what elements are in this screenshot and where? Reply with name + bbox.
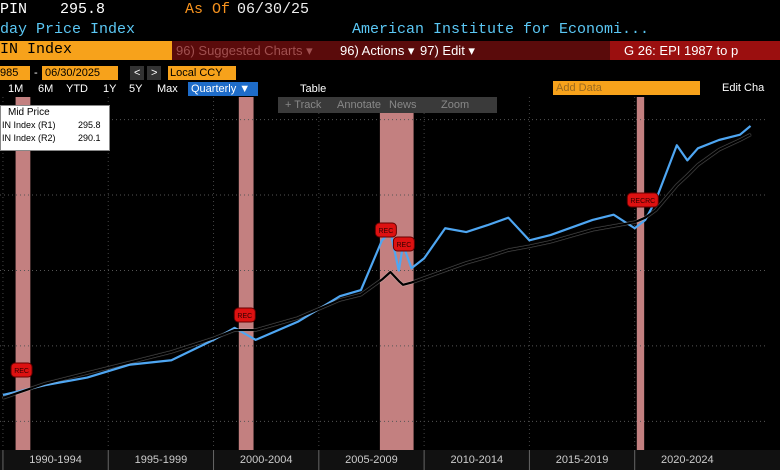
recession-band [636,97,645,450]
chart-name-box [610,41,780,60]
security-box[interactable] [0,41,172,60]
recession-marker [626,192,659,208]
series-line [2,133,752,400]
x-axis-bar [0,450,780,470]
recession-band [15,97,31,450]
recession-marker-label: REC [14,368,29,375]
recession-band [238,97,254,450]
recession-marker-label: REC [379,228,394,235]
recession-marker-label: REC [237,313,252,320]
edit-chart[interactable]: Edit Cha [722,82,765,94]
chart-tool[interactable]: Annotate [337,99,382,111]
security[interactable]: IN Index [0,41,73,58]
range-button[interactable]: YTD [66,83,88,95]
recession-band [379,97,414,450]
as-of-date: 06/30/25 [237,1,310,18]
prev[interactable]: < [134,67,141,79]
x-tick-label: 2005-2009 [345,454,398,466]
x-tick-label: 2020-2024 [661,454,714,466]
recession-marker [392,236,415,252]
range-button[interactable]: 6M [38,83,54,95]
actions-menu[interactable]: 96) Actions ▾ [340,43,415,58]
description: day Price Index [0,21,136,38]
range-button[interactable]: Max [157,83,178,95]
x-tick-label: 1990-1994 [29,454,82,466]
table-toggle[interactable]: Table [300,83,327,95]
frequency[interactable]: Quarterly ▼ [191,83,251,95]
end-date[interactable]: 06/30/2025 [45,67,101,79]
legend-title: Mid Price [8,107,50,118]
add-data[interactable]: Add Data [556,82,602,94]
prev-button[interactable] [130,66,144,80]
x-tick-label: 2000-2004 [240,454,293,466]
range-button[interactable]: 1M [8,83,24,95]
range-button[interactable]: 1Y [103,83,117,95]
date-dash: - [34,67,38,79]
as-of-label: As Of [185,1,231,18]
currency-box[interactable] [168,66,236,80]
recession-marker-label: REC [397,242,412,249]
chart-tool[interactable]: Zoom [441,99,470,111]
chart-tool[interactable]: + Track [285,99,322,111]
range-button[interactable]: 5Y [129,83,143,95]
last-price: 295.8 [60,1,106,18]
recession-marker [374,222,397,238]
source: American Institute for Economi... [352,21,650,38]
next-button[interactable] [147,66,161,80]
suggested-charts[interactable]: 96) Suggested Charts ▾ [176,43,313,58]
recession-marker-label: RECRC [630,198,655,205]
recession-marker [233,307,256,323]
legend-value: 295.8 [78,120,101,130]
ticker: PIN [0,1,28,18]
currency[interactable]: Local CCY [170,67,223,79]
next[interactable]: > [151,67,158,79]
x-tick-label: 2015-2019 [556,454,609,466]
end-date-box[interactable] [42,66,118,80]
legend-entry: IN Index (R2) [2,133,56,143]
chart-toolbar [278,97,497,113]
frequency-box[interactable] [188,82,258,96]
start-date-box[interactable] [0,66,30,80]
legend-value: 290.1 [78,133,101,143]
chart-tool[interactable]: News [389,99,417,111]
add-data-box[interactable] [553,81,700,95]
edit-menu[interactable]: 97) Edit ▾ [420,43,475,58]
legend-box [0,105,110,151]
x-tick-label: 1995-1999 [135,454,188,466]
legend-entry: IN Index (R1) [2,120,56,130]
recession-marker [10,362,33,378]
x-tick-label: 2010-2014 [450,454,503,466]
chart-name: G 26: EPI 1987 to p [624,43,739,58]
start-date[interactable]: 985 [0,67,19,79]
